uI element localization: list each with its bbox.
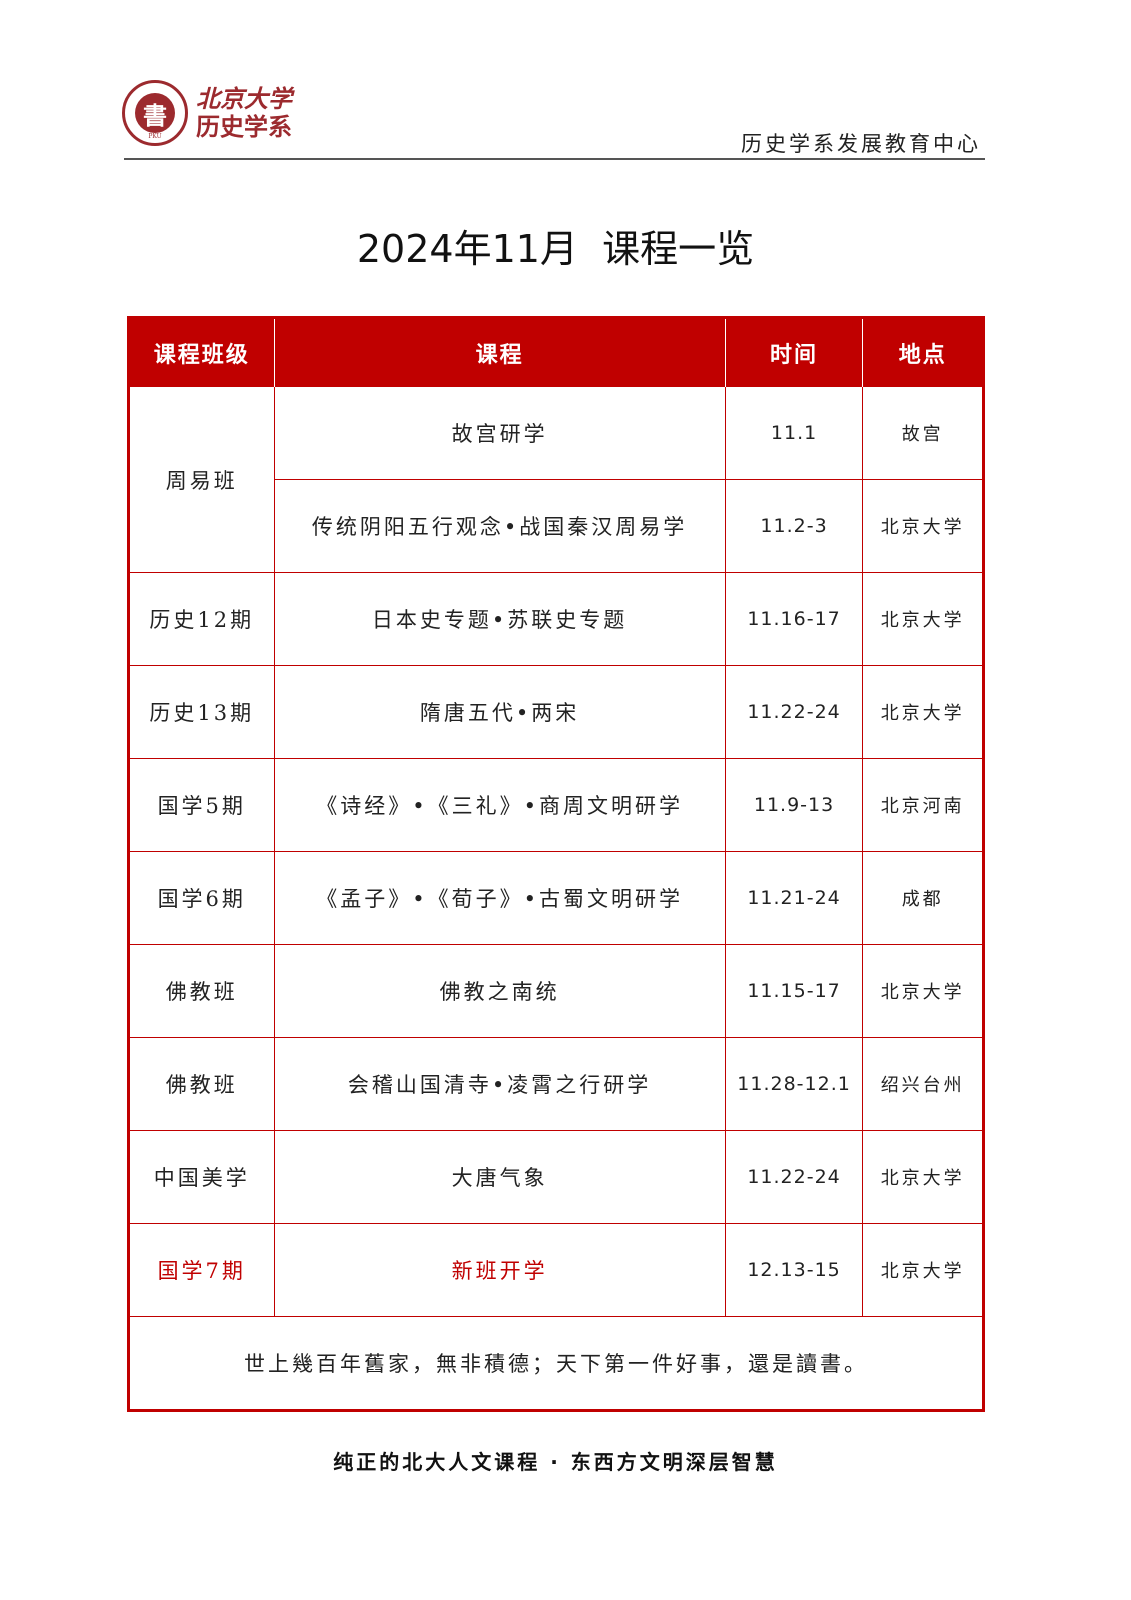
quote: 世上幾百年舊家，無非積德；天下第一件好事，還是讀書。 (128, 1316, 984, 1411)
logo-line2: 历史学系 (196, 112, 292, 141)
class-cell: 历史13期 (128, 665, 275, 759)
time-cell: 11.22-24 (724, 1130, 864, 1224)
page-title: 2024年11月 课程一览 (356, 227, 755, 271)
seal-icon: 書 PKU (122, 80, 188, 146)
course-cell: 新班开学 (273, 1223, 726, 1317)
class-cell: 国学7期 (128, 1223, 275, 1317)
course-cell: 会稽山国清寺•凌霄之行研学 (273, 1037, 726, 1131)
table-row: 国学6期 《孟子》•《荀子》•古蜀文明研学 11.21-24 成都 (128, 851, 984, 945)
course-cell: 传统阴阳五行观念•战国秦汉周易学 (273, 479, 726, 573)
class-cell: 佛教班 (128, 1037, 275, 1131)
location-cell: 北京大学 (862, 1223, 984, 1317)
location-cell: 北京大学 (862, 479, 984, 573)
col-time: 时间 (725, 317, 864, 387)
table-header: 课程班级 课程 时间 地点 (128, 317, 984, 387)
table-row: 周易班 故宫研学 11.1 故宫 (128, 386, 984, 573)
time-cell: 11.1 (724, 386, 864, 480)
header-divider (124, 158, 985, 160)
location-cell: 成都 (862, 851, 984, 945)
col-location: 地点 (862, 317, 984, 387)
footer-slogan: 纯正的北大人文课程 · 东西方文明深层智慧 (333, 1450, 778, 1474)
time-cell: 11.28-12.1 (724, 1037, 864, 1131)
pku-history-logo: 書 PKU 北京大学 历史学系 (122, 80, 292, 146)
class-cell: 中国美学 (128, 1130, 275, 1224)
course-cell: 故宫研学 (273, 386, 726, 480)
class-cell: 国学6期 (128, 851, 275, 945)
time-cell: 11.16-17 (724, 572, 864, 666)
time-cell: 11.22-24 (724, 665, 864, 759)
table-row: 佛教班 佛教之南统 11.15-17 北京大学 (128, 944, 984, 1038)
location-cell: 北京大学 (862, 944, 984, 1038)
center-name: 历史学系发展教育中心 (741, 132, 981, 156)
table-row: 历史13期 隋唐五代•两宋 11.22-24 北京大学 (128, 665, 984, 759)
quote-row: 世上幾百年舊家，無非積德；天下第一件好事，還是讀書。 (128, 1316, 984, 1411)
location-cell: 故宫 (862, 386, 984, 480)
table-row: 传统阴阳五行观念•战国秦汉周易学 11.2-3 北京大学 (129, 479, 984, 573)
location-cell: 北京大学 (862, 665, 984, 759)
table-row: 历史12期 日本史专题•苏联史专题 11.16-17 北京大学 (128, 572, 984, 666)
logo-line1: 北京大学 (196, 84, 292, 113)
time-cell: 11.2-3 (724, 479, 864, 573)
table-row: 国学7期 新班开学 12.13-15 北京大学 (128, 1223, 984, 1317)
course-cell: 大唐气象 (273, 1130, 726, 1224)
class-cell: 国学5期 (128, 758, 275, 852)
time-cell: 11.15-17 (724, 944, 864, 1038)
location-cell: 北京大学 (862, 572, 984, 666)
course-cell: 《诗经》•《三礼》•商周文明研学 (273, 758, 726, 852)
course-table: 课程班级 课程 时间 地点 周易班 故宫研学 11.1 故宫 传统阴阳五行观念•… (127, 316, 985, 1412)
time-cell: 11.21-24 (724, 851, 864, 945)
time-cell: 12.13-15 (724, 1223, 864, 1317)
table-row: 佛教班 会稽山国清寺•凌霄之行研学 11.28-12.1 绍兴台州 (128, 1037, 984, 1131)
col-course: 课程 (274, 317, 726, 387)
table-row: 中国美学 大唐气象 11.22-24 北京大学 (128, 1130, 984, 1224)
location-cell: 绍兴台州 (862, 1037, 984, 1131)
table-row: 国学5期 《诗经》•《三礼》•商周文明研学 11.9-13 北京河南 (128, 758, 984, 852)
time-cell: 11.9-13 (724, 758, 864, 852)
class-cell: 历史12期 (128, 572, 275, 666)
course-cell: 《孟子》•《荀子》•古蜀文明研学 (273, 851, 726, 945)
location-cell: 北京大学 (862, 1130, 984, 1224)
class-cell: 佛教班 (128, 944, 275, 1038)
class-cell: 周易班 (128, 386, 275, 573)
course-cell: 日本史专题•苏联史专题 (273, 572, 726, 666)
course-cell: 佛教之南统 (273, 944, 726, 1038)
location-cell: 北京河南 (862, 758, 984, 852)
col-class: 课程班级 (128, 317, 275, 387)
course-cell: 隋唐五代•两宋 (273, 665, 726, 759)
